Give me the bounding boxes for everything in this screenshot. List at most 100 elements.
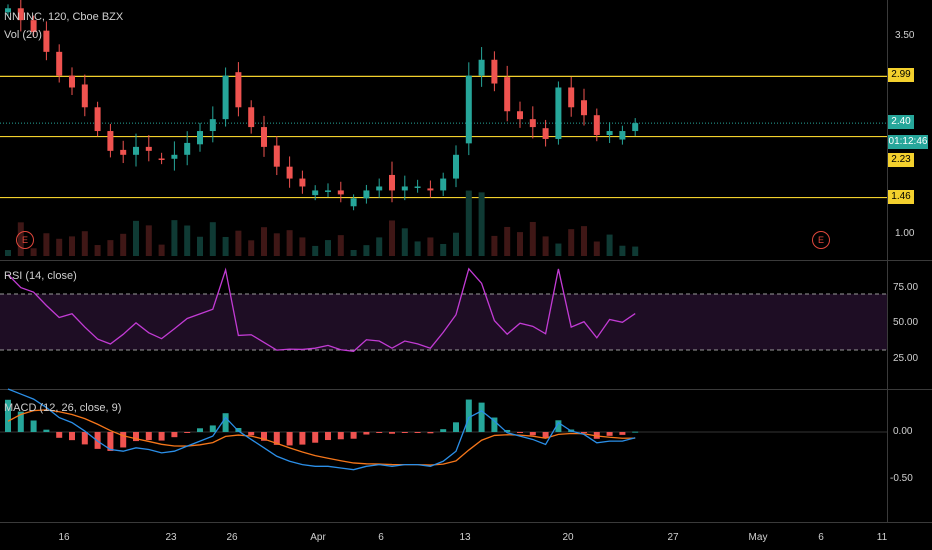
macd-histogram-bar — [17, 411, 24, 432]
x-label-27: 27 — [667, 532, 679, 543]
candle-body — [133, 146, 139, 155]
candle-body — [517, 111, 523, 120]
macd-tick-neg-0-5: -0.50 — [890, 473, 913, 484]
candle-body — [363, 190, 370, 199]
candle-body — [350, 198, 357, 207]
candle-body — [197, 131, 203, 145]
macd-histogram-bar — [389, 432, 395, 434]
macd-histogram-bar — [30, 420, 37, 432]
volume-legend: Vol (20) — [4, 29, 42, 41]
macd-histogram-bar — [43, 429, 50, 432]
earnings-marker-left[interactable]: E — [16, 231, 34, 249]
countdown-tag: 01:12:46 — [888, 135, 928, 149]
macd-histogram-bar — [619, 432, 626, 435]
macd-histogram-bar — [171, 432, 178, 438]
candle-body — [81, 84, 88, 108]
macd-histogram-bar — [453, 422, 459, 432]
x-label-16: 16 — [58, 532, 70, 543]
macd-signal-line — [7, 409, 636, 466]
volume-bar — [606, 234, 613, 256]
macd-histogram-bar — [529, 432, 536, 436]
volume-bar — [184, 225, 191, 256]
macd-histogram-bar — [427, 432, 434, 434]
volume-bar — [376, 237, 383, 256]
volume-bar — [133, 220, 139, 256]
macd-histogram-bar — [504, 429, 511, 432]
rsi-tick-25: 25.00 — [893, 353, 919, 364]
candle-body — [17, 8, 24, 21]
volume-bar — [273, 233, 280, 256]
rsi-legend: RSI (14, close) — [4, 270, 77, 282]
volume-bar — [158, 244, 165, 256]
candle-body — [632, 123, 639, 132]
candle-body — [401, 186, 408, 191]
candle-body — [542, 128, 549, 139]
volume-bar — [81, 231, 88, 256]
level-tag-2-23: 2.23 — [888, 153, 914, 167]
candle-body — [606, 131, 613, 135]
candle-body — [504, 77, 511, 112]
rsi-line — [7, 267, 636, 352]
candle-body — [107, 131, 114, 151]
volume-bar — [517, 232, 523, 256]
macd-histogram-bar — [337, 432, 344, 440]
macd-legend: MACD (12, 26, close, 9) — [4, 402, 122, 414]
x-label-6-may: 6 — [818, 532, 824, 543]
macd-histogram-bar — [350, 432, 357, 439]
candle-body — [209, 119, 216, 132]
volume-bar — [222, 236, 229, 256]
volume-bar — [542, 236, 549, 256]
volume-bar — [261, 227, 267, 256]
rsi-band — [0, 294, 887, 350]
macd-histogram-bar — [158, 432, 165, 441]
volume-bar — [389, 220, 395, 256]
x-label-26: 26 — [226, 532, 238, 543]
macd-histogram-bar — [401, 432, 408, 433]
volume-bar — [632, 246, 639, 256]
macd-histogram-bar — [542, 432, 549, 439]
macd-histogram-bar — [273, 432, 280, 445]
candle-body — [94, 107, 101, 132]
volume-bar — [555, 243, 562, 256]
macd-histogram-bar — [145, 432, 152, 441]
candle-body — [337, 190, 344, 195]
macd-histogram-bar — [478, 402, 485, 432]
candle-body — [593, 115, 600, 135]
candle-body — [427, 188, 434, 191]
volume-bar — [94, 245, 101, 256]
x-label-11: 11 — [876, 532, 888, 543]
candle-body — [171, 154, 178, 159]
candle-body — [222, 75, 229, 120]
volume-bar — [197, 236, 203, 256]
candle-body — [43, 30, 50, 52]
volume-bar — [491, 235, 498, 256]
volume-bar — [248, 240, 255, 256]
candle-body — [465, 75, 472, 144]
candle-body — [555, 87, 562, 139]
macd-histogram-bar — [465, 399, 472, 432]
candle-body — [145, 146, 152, 151]
volume-bar — [440, 243, 447, 256]
candle-body — [414, 186, 421, 188]
earnings-marker-right[interactable]: E — [812, 231, 830, 249]
volume-bar — [5, 250, 11, 256]
macd-histogram-bar — [5, 399, 11, 432]
macd-histogram-bar — [440, 429, 447, 432]
macd-histogram-bar — [363, 432, 370, 435]
volume-bar — [30, 248, 37, 256]
candle-body — [619, 131, 626, 140]
candle-body — [184, 142, 191, 155]
volume-bar — [350, 249, 357, 256]
candle-body — [235, 72, 242, 108]
candle-body — [248, 107, 255, 128]
x-label-may: May — [748, 532, 768, 543]
x-label-apr: Apr — [310, 532, 326, 543]
volume-bar — [453, 232, 459, 256]
macd-histogram-bar — [197, 428, 203, 432]
candle-body — [5, 8, 11, 13]
price-tick-3-50: 3.50 — [895, 30, 915, 41]
macd-histogram-bar — [69, 432, 75, 441]
volume-bar — [529, 221, 536, 256]
volume-bar — [299, 237, 306, 256]
